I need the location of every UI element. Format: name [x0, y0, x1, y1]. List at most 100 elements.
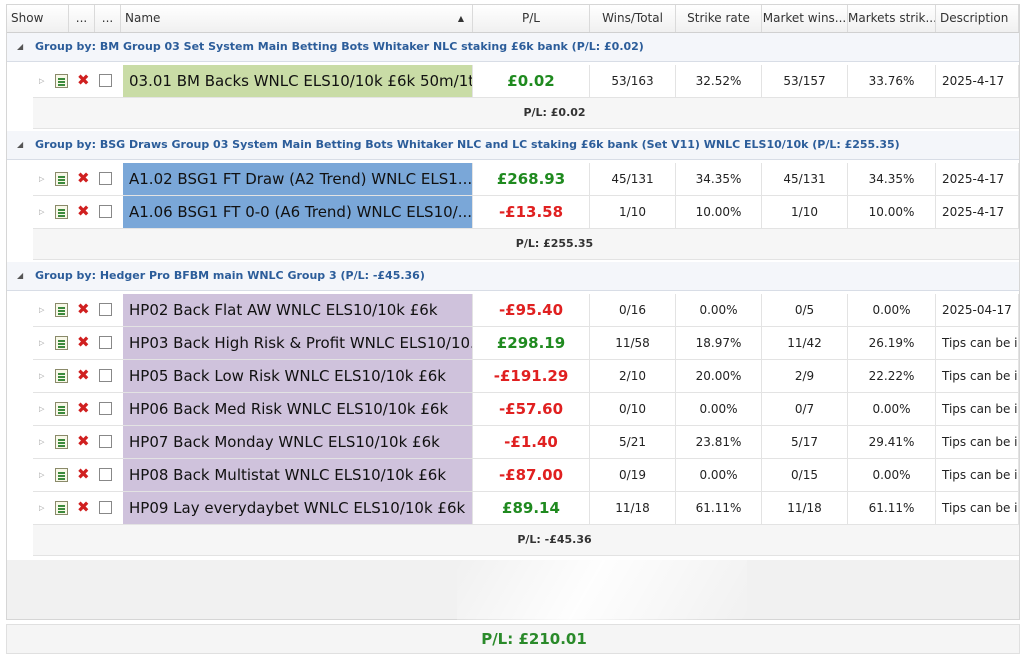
delete-x-icon[interactable]: ✖ — [77, 432, 90, 450]
delete-x-icon[interactable]: ✖ — [77, 202, 90, 220]
bot-wins-total: 45/131 — [590, 163, 676, 195]
bot-description: Tips can be i... — [936, 459, 1019, 491]
bot-name[interactable]: HP07 Back Monday WNLC ELS10/10k £6k — [123, 426, 473, 458]
document-edit-icon[interactable] — [55, 74, 68, 88]
group-header[interactable]: ◢ Group by: Hedger Pro BFBM main WNLC Gr… — [7, 262, 1019, 291]
delete-x-icon[interactable]: ✖ — [77, 399, 90, 417]
bot-strike-rate: 61.11% — [676, 492, 762, 524]
bot-wins-total: 11/58 — [590, 327, 676, 359]
bot-markets-strike: 61.11% — [848, 492, 936, 524]
bot-name[interactable]: HP08 Back Multistat WNLC ELS10/10k £6k — [123, 459, 473, 491]
expand-arrow-icon[interactable]: ▷ — [39, 339, 45, 347]
checkbox-icon[interactable] — [99, 402, 112, 415]
col-strike-rate[interactable]: Strike rate — [676, 5, 762, 32]
table-row[interactable]: ▷ ✖ HP08 Back Multistat WNLC ELS10/10k £… — [33, 459, 1019, 492]
bot-markets-strike: 34.35% — [848, 163, 936, 195]
expand-arrow-icon[interactable]: ▷ — [39, 405, 45, 413]
document-edit-icon[interactable] — [55, 172, 68, 186]
group-subtotal: P/L: -£45.36 — [33, 525, 1019, 556]
checkbox-icon[interactable] — [99, 468, 112, 481]
expand-arrow-icon[interactable]: ▷ — [39, 504, 45, 512]
col-dots-2[interactable]: ... — [95, 5, 121, 32]
document-edit-icon[interactable] — [55, 303, 68, 317]
col-pl[interactable]: P/L — [473, 5, 590, 32]
bot-wins-total: 1/10 — [590, 196, 676, 228]
table-row[interactable]: ▷ ✖ 03.01 BM Backs WNLC ELS10/10k £6k 50… — [33, 65, 1019, 98]
checkbox-icon[interactable] — [99, 501, 112, 514]
checkbox-icon[interactable] — [99, 303, 112, 316]
document-edit-icon[interactable] — [55, 336, 68, 350]
document-edit-icon[interactable] — [55, 435, 68, 449]
delete-x-icon[interactable]: ✖ — [77, 498, 90, 516]
delete-x-icon[interactable]: ✖ — [77, 71, 90, 89]
document-edit-icon[interactable] — [55, 369, 68, 383]
group-header[interactable]: ◢ Group by: BSG Draws Group 03 System Ma… — [7, 131, 1019, 160]
expand-arrow-icon[interactable]: ▷ — [39, 372, 45, 380]
expand-arrow-icon[interactable]: ▷ — [39, 208, 45, 216]
col-markets-strike-label: Markets strik... — [848, 11, 936, 25]
expand-arrow-icon[interactable]: ▷ — [39, 306, 45, 314]
document-edit-icon[interactable] — [55, 402, 68, 416]
table-row[interactable]: ▷ ✖ HP05 Back Low Risk WNLC ELS10/10k £6… — [33, 360, 1019, 393]
delete-x-icon[interactable]: ✖ — [77, 333, 90, 351]
checkbox-icon[interactable] — [99, 172, 112, 185]
expand-arrow-icon[interactable]: ▷ — [39, 77, 45, 85]
col-dots-1[interactable]: ... — [69, 5, 95, 32]
col-strike-rate-label: Strike rate — [687, 11, 750, 25]
checkbox-icon[interactable] — [99, 435, 112, 448]
expand-arrow-icon[interactable]: ▷ — [39, 438, 45, 446]
col-name[interactable]: Name ▲ — [121, 5, 473, 32]
col-market-wins[interactable]: Market wins... — [762, 5, 848, 32]
expand-arrow-icon[interactable]: ▷ — [39, 175, 45, 183]
bot-name[interactable]: 03.01 BM Backs WNLC ELS10/10k £6k 50m/1t… — [123, 65, 473, 97]
bot-name[interactable]: HP03 Back High Risk & Profit WNLC ELS10/… — [123, 327, 473, 359]
table-row[interactable]: ▷ ✖ A1.06 BSG1 FT 0-0 (A6 Trend) WNLC EL… — [33, 196, 1019, 229]
table-row[interactable]: ▷ ✖ HP09 Lay everydaybet WNLC ELS10/10k … — [33, 492, 1019, 525]
bot-markets-strike: 22.22% — [848, 360, 936, 392]
bot-market-wins: 11/18 — [762, 492, 848, 524]
collapse-triangle-icon[interactable]: ◢ — [17, 42, 24, 51]
bot-strike-rate: 20.00% — [676, 360, 762, 392]
bot-name[interactable]: HP05 Back Low Risk WNLC ELS10/10k £6k — [123, 360, 473, 392]
document-edit-icon[interactable] — [55, 468, 68, 482]
col-wins-total-label: Wins/Total — [602, 11, 663, 25]
bot-name[interactable]: A1.02 BSG1 FT Draw (A2 Trend) WNLC ELS1.… — [123, 163, 473, 195]
bot-pl: £0.02 — [473, 65, 590, 97]
checkbox-icon[interactable] — [99, 205, 112, 218]
empty-grid-area — [457, 560, 747, 623]
delete-x-icon[interactable]: ✖ — [77, 366, 90, 384]
collapse-triangle-icon[interactable]: ◢ — [17, 140, 24, 149]
col-markets-strike[interactable]: Markets strik... — [848, 5, 936, 32]
table-row[interactable]: ▷ ✖ HP02 Back Flat AW WNLC ELS10/10k £6k… — [33, 294, 1019, 327]
bot-name[interactable]: A1.06 BSG1 FT 0-0 (A6 Trend) WNLC ELS10/… — [123, 196, 473, 228]
delete-x-icon[interactable]: ✖ — [77, 169, 90, 187]
row-controls: ▷ ✖ — [33, 492, 123, 524]
expand-arrow-icon[interactable]: ▷ — [39, 471, 45, 479]
delete-x-icon[interactable]: ✖ — [77, 300, 90, 318]
table-row[interactable]: ▷ ✖ HP07 Back Monday WNLC ELS10/10k £6k … — [33, 426, 1019, 459]
bot-name[interactable]: HP09 Lay everydaybet WNLC ELS10/10k £6k — [123, 492, 473, 524]
col-description[interactable]: Description — [936, 5, 1019, 32]
bot-name[interactable]: HP02 Back Flat AW WNLC ELS10/10k £6k — [123, 294, 473, 326]
bot-strike-rate: 23.81% — [676, 426, 762, 458]
col-wins-total[interactable]: Wins/Total — [590, 5, 676, 32]
table-row[interactable]: ▷ ✖ HP03 Back High Risk & Profit WNLC EL… — [33, 327, 1019, 360]
checkbox-icon[interactable] — [99, 74, 112, 87]
document-edit-icon[interactable] — [55, 205, 68, 219]
bot-markets-strike: 0.00% — [848, 393, 936, 425]
table-row[interactable]: ▷ ✖ HP06 Back Med Risk WNLC ELS10/10k £6… — [33, 393, 1019, 426]
col-show[interactable]: Show — [7, 5, 69, 32]
document-edit-icon[interactable] — [55, 501, 68, 515]
table-row[interactable]: ▷ ✖ A1.02 BSG1 FT Draw (A2 Trend) WNLC E… — [33, 163, 1019, 196]
bot-strike-rate: 0.00% — [676, 393, 762, 425]
collapse-triangle-icon[interactable]: ◢ — [17, 271, 24, 280]
bot-markets-strike: 10.00% — [848, 196, 936, 228]
delete-x-icon[interactable]: ✖ — [77, 465, 90, 483]
bot-name[interactable]: HP06 Back Med Risk WNLC ELS10/10k £6k — [123, 393, 473, 425]
checkbox-icon[interactable] — [99, 369, 112, 382]
bot-description: 2025-4-17 — [936, 163, 1019, 195]
group-header[interactable]: ◢ Group by: BM Group 03 Set System Main … — [7, 33, 1019, 62]
bot-pl: £89.14 — [473, 492, 590, 524]
checkbox-icon[interactable] — [99, 336, 112, 349]
group-label: Group by: Hedger Pro BFBM main WNLC Grou… — [35, 269, 425, 282]
